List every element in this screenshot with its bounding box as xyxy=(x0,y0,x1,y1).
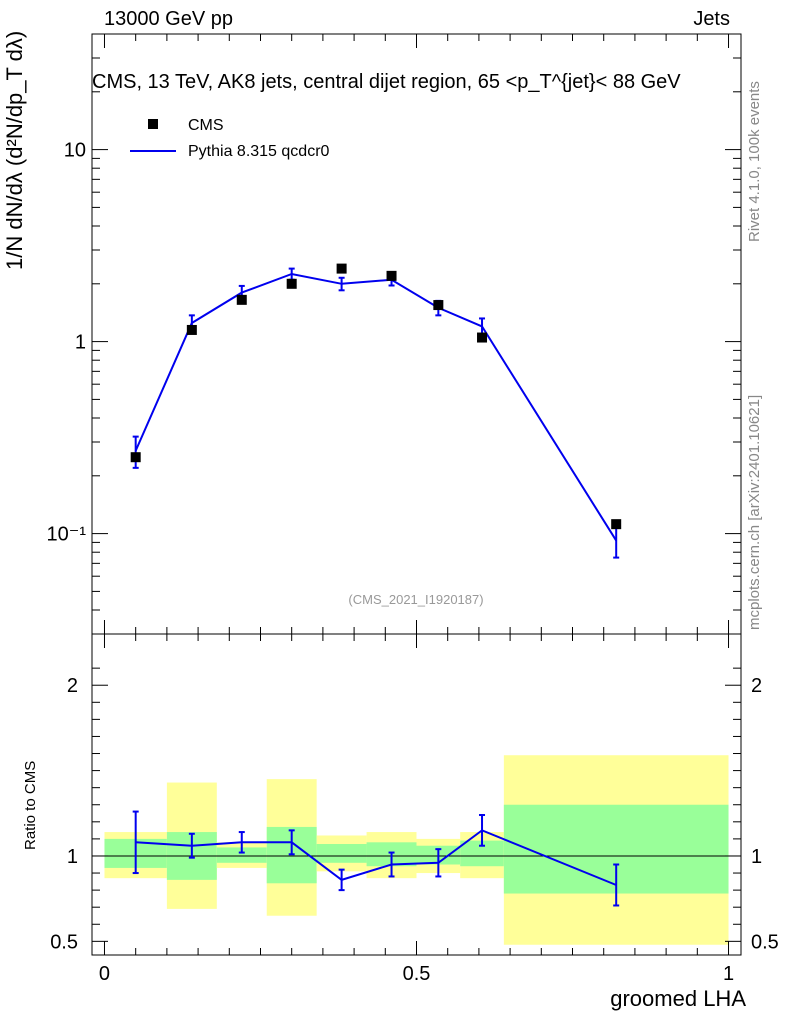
ratio-y-tick-label-right: 2 xyxy=(751,675,762,697)
cms-data-point xyxy=(386,270,397,281)
main-y-tick-label: 10⁻¹ xyxy=(47,524,87,546)
cms-data-point xyxy=(611,519,622,530)
mc-series-line xyxy=(134,272,618,542)
cms-data-point xyxy=(336,263,347,274)
cms-data-point xyxy=(236,294,247,305)
main-y-tick-label: 10 xyxy=(64,140,86,162)
analysis-category-label: Jets xyxy=(693,8,730,30)
ratio-y-tick-label-left: 2 xyxy=(67,675,78,697)
cms-data-point xyxy=(130,452,141,463)
legend-cms-label: CMS xyxy=(188,117,224,134)
collision-label: 13000 GeV pp xyxy=(104,8,233,30)
ratio-band-inner xyxy=(316,844,367,863)
x-axis-label: groomed LHA xyxy=(610,986,746,1011)
plot-title: CMS, 13 TeV, AK8 jets, central dijet reg… xyxy=(92,71,681,93)
cms-data-point xyxy=(186,324,197,335)
legend-mc-label: Pythia 8.315 qcdcr0 xyxy=(188,143,330,160)
cms-data-point xyxy=(477,332,488,343)
x-tick-label: 1 xyxy=(723,963,734,985)
ratio-band-inner xyxy=(216,847,267,863)
ratio-y-tick-label-left: 0.5 xyxy=(50,931,78,953)
legend-cms-marker xyxy=(148,119,158,129)
cms-data-point xyxy=(286,278,297,289)
legend: CMS Pythia 8.315 qcdcr0 xyxy=(130,117,330,160)
analysis-watermark: (CMS_2021_I1920187) xyxy=(348,592,483,607)
x-tick-label: 0.5 xyxy=(403,963,431,985)
ratio-y-tick-label-right: 0.5 xyxy=(751,931,779,953)
ratio-y-tick-label-left: 1 xyxy=(67,846,78,868)
main-y-tick-label: 1 xyxy=(75,332,86,354)
cms-data-point xyxy=(433,300,444,311)
x-tick-label: 0 xyxy=(99,963,110,985)
ratio-y-tick-label-right: 1 xyxy=(751,846,762,868)
